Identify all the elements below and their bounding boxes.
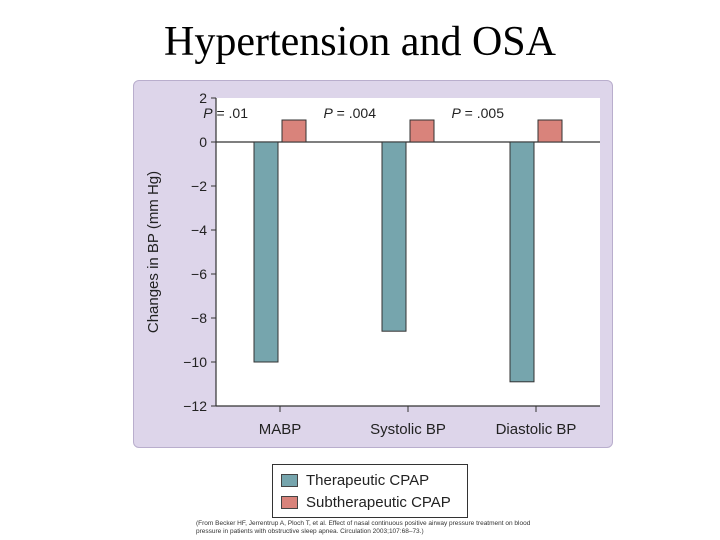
- p-value-label: P = .005: [451, 105, 504, 121]
- y-tick-label: −10: [183, 354, 207, 370]
- y-tick-label: 0: [199, 134, 207, 150]
- bar-chart: 2 0 −2 −4 −6 −8 −10 −12 Changes in BP (mm Hg) MAB…: [145, 90, 600, 438]
- legend-item-therapeutic: Therapeutic CPAP: [281, 469, 459, 491]
- p-value-label: P = .004: [323, 105, 376, 121]
- citation: (From Becker HF, Jerrentrup A, Ploch T, …: [196, 520, 531, 535]
- legend-label-subtherapeutic: Subtherapeutic CPAP: [306, 493, 451, 511]
- y-axis-title: Changes in BP (mm Hg): [145, 171, 162, 333]
- y-tick-label: −4: [191, 222, 207, 238]
- y-tick-label: −6: [191, 266, 207, 282]
- y-tick-label: −12: [183, 398, 207, 414]
- plot-area: [216, 98, 600, 406]
- y-tick-label: −8: [191, 310, 207, 326]
- y-tick-label: 2: [199, 90, 207, 106]
- bar-subtherapeutic: [537, 119, 563, 143]
- bar-subtherapeutic: [409, 119, 435, 143]
- chart-legend: Therapeutic CPAP Subtherapeutic CPAP: [272, 464, 468, 518]
- chart-panel: 2 0 −2 −4 −6 −8 −10 −12 Changes in BP (mm Hg) MAB…: [133, 80, 613, 448]
- bar-therapeutic: [509, 141, 535, 383]
- legend-swatch-subtherapeutic: [281, 495, 298, 509]
- x-tick-label: MABP: [259, 421, 302, 438]
- bar-therapeutic: [381, 141, 407, 332]
- y-tick-label: −2: [191, 178, 207, 194]
- legend-label-therapeutic: Therapeutic CPAP: [306, 471, 430, 489]
- p-value-label: P = .01: [203, 105, 248, 121]
- legend-item-subtherapeutic: Subtherapeutic CPAP: [281, 491, 459, 513]
- bar-subtherapeutic: [281, 119, 307, 143]
- x-tick-label: Diastolic BP: [496, 421, 577, 438]
- x-tick-label: Systolic BP: [370, 421, 446, 438]
- bar-therapeutic: [253, 141, 279, 363]
- legend-swatch-therapeutic: [281, 473, 298, 487]
- slide-title: Hypertension and OSA: [164, 19, 556, 65]
